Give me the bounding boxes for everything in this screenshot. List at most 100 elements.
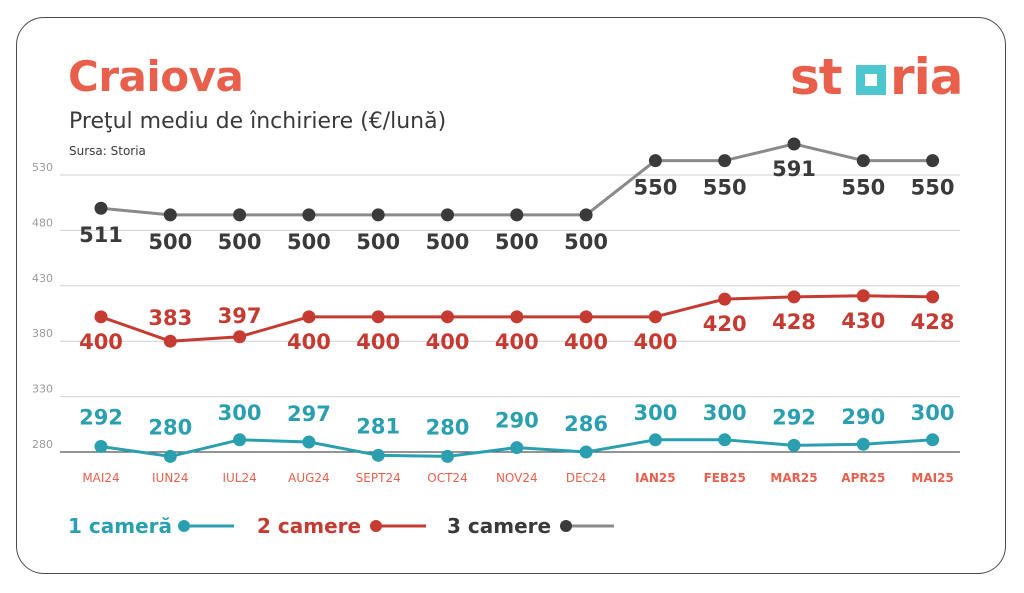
- data-point: [163, 334, 177, 348]
- data-point: [787, 137, 801, 151]
- data-label: 430: [841, 309, 885, 333]
- data-label: 500: [564, 230, 608, 254]
- data-label: 290: [495, 409, 539, 433]
- data-point: [302, 310, 316, 324]
- data-point: [648, 433, 662, 447]
- data-point: [856, 437, 870, 451]
- x-tick-label: SEPT24: [356, 471, 401, 485]
- data-point: [94, 201, 108, 215]
- data-point: [163, 208, 177, 222]
- data-point: [441, 208, 454, 222]
- data-label: 500: [426, 230, 470, 254]
- source-note: Sursa: Storia: [69, 144, 146, 158]
- x-tick-label: MAI25: [911, 471, 953, 485]
- data-label: 383: [148, 306, 192, 330]
- data-point: [510, 441, 524, 455]
- data-point: [233, 433, 247, 447]
- data-label: 300: [218, 401, 262, 425]
- y-tick-label: 380: [32, 327, 53, 340]
- y-tick-label: 330: [32, 383, 53, 396]
- data-label: 300: [633, 401, 677, 425]
- data-point: [371, 448, 385, 462]
- storia-logo: st ria: [790, 48, 960, 106]
- data-point: [579, 445, 593, 459]
- x-tick-label: IUN24: [152, 471, 189, 485]
- data-point: [856, 289, 870, 303]
- legend-marker: [178, 520, 190, 532]
- data-label: 292: [772, 405, 816, 429]
- data-label: 297: [287, 402, 331, 426]
- data-label: 400: [79, 330, 123, 354]
- data-label: 550: [911, 176, 955, 200]
- data-label: 400: [356, 330, 400, 354]
- x-tick-label: IAN25: [635, 471, 676, 485]
- data-label: 500: [356, 230, 400, 254]
- data-label: 400: [287, 330, 331, 354]
- data-label: 500: [495, 230, 539, 254]
- data-label: 428: [772, 310, 816, 334]
- data-point: [579, 208, 593, 222]
- data-label: 400: [495, 330, 539, 354]
- x-tick-label: AUG24: [288, 471, 330, 485]
- x-tick-label: IUL24: [222, 471, 256, 485]
- data-label: 591: [772, 157, 816, 181]
- data-point: [648, 310, 662, 324]
- data-point: [94, 439, 108, 453]
- data-label: 400: [426, 330, 470, 354]
- data-label: 280: [426, 415, 470, 439]
- data-label: 500: [287, 230, 331, 254]
- chart-subtitle: Preţul mediu de închiriere (€/lună): [69, 109, 447, 134]
- data-point: [787, 290, 801, 304]
- legend-marker: [370, 520, 382, 532]
- data-point: [163, 449, 177, 463]
- data-point: [371, 310, 385, 324]
- data-point: [510, 310, 524, 324]
- data-point: [579, 310, 593, 324]
- x-tick-label: NOV24: [496, 471, 538, 485]
- data-label: 511: [79, 223, 123, 247]
- data-point: [718, 292, 732, 306]
- svg-text:ria: ria: [890, 48, 960, 106]
- svg-text:st: st: [790, 48, 842, 106]
- data-point: [926, 154, 940, 168]
- data-point: [648, 154, 662, 168]
- data-label: 550: [841, 176, 885, 200]
- data-point: [787, 438, 801, 452]
- data-point: [510, 208, 524, 222]
- y-tick-label: 430: [32, 272, 53, 285]
- x-tick-label: FEB25: [704, 471, 746, 485]
- data-point: [718, 154, 732, 168]
- data-label: 300: [703, 401, 747, 425]
- x-tick-label: APR25: [841, 471, 885, 485]
- data-point: [718, 433, 732, 447]
- legend-marker: [560, 520, 572, 532]
- data-point: [856, 154, 870, 168]
- data-label: 400: [564, 330, 608, 354]
- data-point: [926, 290, 940, 304]
- data-point: [94, 310, 108, 324]
- x-tick-label: MAR25: [770, 471, 817, 485]
- data-label: 292: [79, 405, 123, 429]
- y-tick-label: 480: [32, 216, 53, 229]
- data-label: 550: [703, 176, 747, 200]
- data-point: [302, 208, 316, 222]
- data-label: 500: [148, 230, 192, 254]
- x-tick-label: MAI24: [82, 471, 119, 485]
- data-label: 550: [633, 176, 677, 200]
- y-tick-label: 280: [32, 438, 53, 451]
- legend-label: 1 cameră: [68, 514, 172, 538]
- data-label: 397: [218, 304, 262, 328]
- x-tick-label: OCT24: [427, 471, 467, 485]
- data-label: 500: [218, 230, 262, 254]
- data-point: [233, 330, 247, 344]
- data-point: [302, 435, 316, 449]
- x-tick-label: DEC24: [566, 471, 606, 485]
- data-point: [441, 449, 454, 463]
- data-label: 428: [911, 310, 955, 334]
- data-point: [233, 208, 247, 222]
- data-label: 290: [841, 405, 885, 429]
- data-label: 400: [633, 330, 677, 354]
- y-tick-label: 530: [32, 161, 53, 174]
- data-label: 281: [356, 414, 400, 438]
- city-title: Craiova: [68, 52, 244, 101]
